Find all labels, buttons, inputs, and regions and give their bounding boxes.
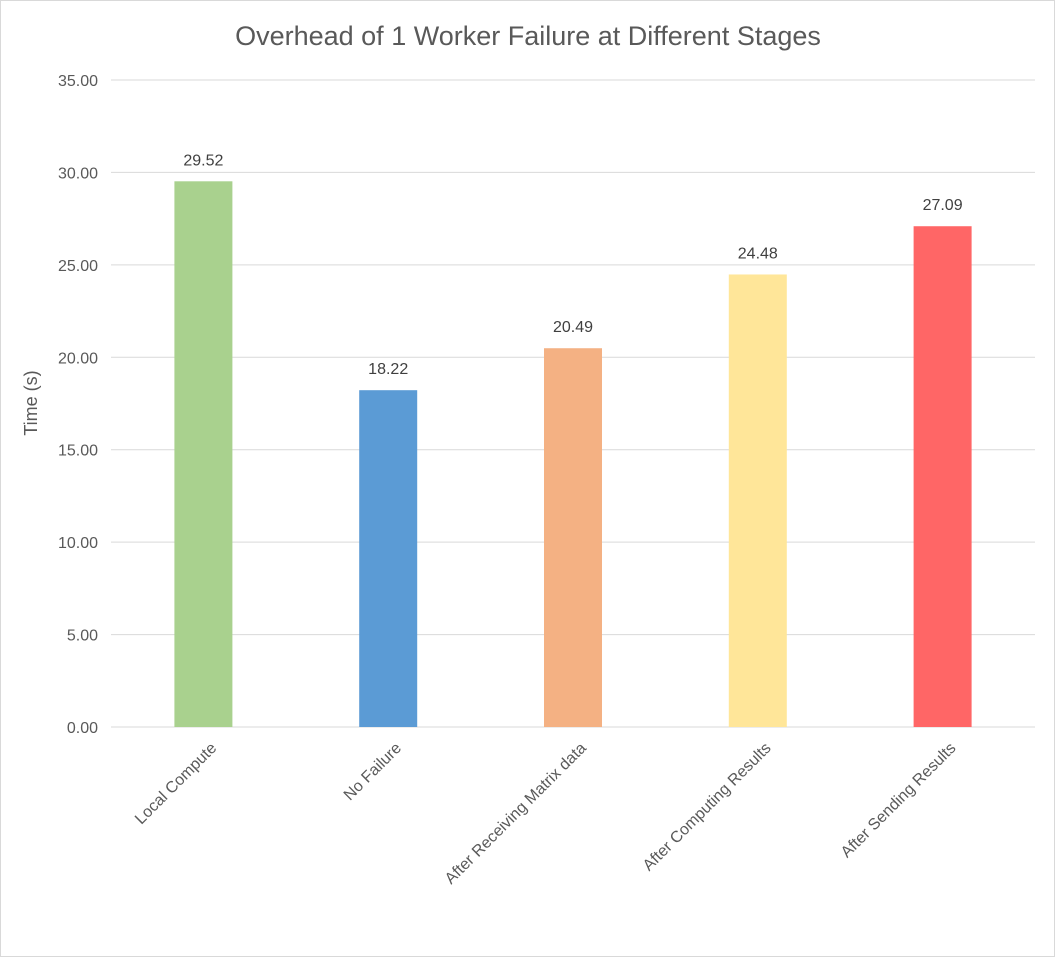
category-label: After Sending Results bbox=[838, 740, 959, 861]
y-tick-label: 35.00 bbox=[58, 73, 98, 90]
chart-title: Overhead of 1 Worker Failure at Differen… bbox=[235, 21, 821, 51]
bar bbox=[728, 274, 787, 727]
y-tick-label: 10.00 bbox=[58, 535, 98, 552]
y-tick-label: 30.00 bbox=[58, 165, 98, 182]
data-labels: 29.52 18.22 20.49 24.48 27.09 bbox=[183, 152, 962, 378]
bar bbox=[544, 348, 602, 727]
data-label: 20.49 bbox=[553, 319, 593, 336]
category-label: Local Compute bbox=[132, 740, 220, 828]
data-label: 29.52 bbox=[183, 152, 223, 169]
y-tick-label: 5.00 bbox=[67, 628, 98, 645]
category-label: After Receiving Matrix data bbox=[442, 740, 590, 888]
y-tick-label: 0.00 bbox=[67, 720, 98, 737]
data-label: 18.22 bbox=[368, 361, 408, 378]
y-axis-ticks: 0.00 5.00 10.00 15.00 20.00 25.00 30.00 35.00 bbox=[58, 73, 98, 737]
data-label: 24.48 bbox=[738, 245, 778, 262]
y-axis-title: Time (s) bbox=[21, 370, 41, 435]
bar bbox=[174, 181, 233, 728]
data-label: 27.09 bbox=[923, 197, 963, 214]
bars bbox=[174, 181, 972, 728]
y-tick-label: 25.00 bbox=[58, 258, 98, 275]
category-label: No Failure bbox=[341, 740, 405, 804]
y-tick-label: 20.00 bbox=[58, 350, 98, 367]
bar bbox=[359, 390, 418, 727]
category-label: After Computing Results bbox=[640, 740, 775, 875]
y-tick-label: 15.00 bbox=[58, 443, 98, 460]
bar bbox=[913, 226, 972, 728]
category-labels: Local Compute No Failure After Receiving M… bbox=[132, 740, 959, 888]
